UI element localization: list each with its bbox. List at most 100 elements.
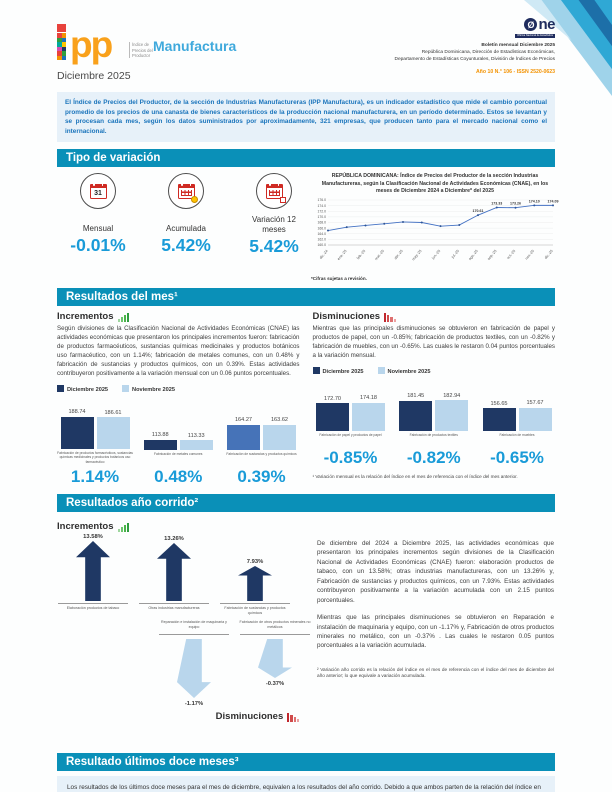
- doce-meses-paragraph: Los resultados de los últimos doce meses…: [57, 776, 555, 792]
- legend-swatch-dec: [57, 385, 64, 393]
- bar-group: 113.88 113.33 Fabricación de metales comun…: [140, 402, 216, 487]
- bar-value: 188.74: [68, 409, 86, 416]
- svg-text:ene.-25: ene.-25: [337, 249, 348, 261]
- calendar-icon: 31: [80, 173, 116, 210]
- issn-line: Año 10 N.° 106 - ISSN 2520-0623: [475, 69, 555, 76]
- bar-column: 188.74: [60, 409, 94, 450]
- incrementos-column: Incrementos Según divisiones de la Clasi…: [57, 311, 300, 487]
- disminuciones-title: Disminuciones: [313, 311, 556, 323]
- svg-text:abr.-25: abr.-25: [394, 249, 404, 260]
- decline-bars-icon: [287, 713, 299, 723]
- arrow-percent: -1.17%: [184, 701, 204, 708]
- legend-item-noviembre: Noviembre 2025: [377, 367, 430, 375]
- bar-group: 181.45 182.94 Fabricación de productos tex…: [396, 383, 472, 468]
- stat-label: Acumulada: [165, 224, 207, 234]
- bar-percent: 1.14%: [70, 467, 120, 487]
- bar-group: 164.27 163.62 Fabricación de sustancias y …: [224, 402, 300, 487]
- svg-text:dic.-25: dic.-25: [544, 249, 554, 260]
- down-arrow: [258, 639, 292, 679]
- stat-acumulada: Acumulada 5.42%: [149, 173, 223, 281]
- svg-text:176.0: 176.0: [318, 198, 327, 202]
- down-arrow-item: Reparación e instalación de maquinaria y…: [158, 620, 230, 707]
- bar-column: 113.33: [179, 433, 213, 451]
- incrementos-title: Incrementos: [57, 521, 305, 533]
- one-logo: Ø ne: [524, 16, 555, 33]
- bar-value: 186.61: [104, 409, 122, 416]
- incrementos-label: Incrementos: [57, 311, 114, 323]
- bar-column: 164.27: [227, 417, 260, 451]
- disminuciones-label: Disminuciones: [215, 711, 284, 723]
- svg-text:162.0: 162.0: [318, 238, 327, 242]
- index-line-chart: REPÚBLICA DOMINICANA: Índice de Precios …: [311, 173, 559, 281]
- bar-pair: 181.45 182.94: [399, 383, 469, 432]
- one-logo-text: ne: [538, 16, 555, 33]
- legend: Diciembre 2025 Noviembre 2025: [312, 367, 556, 375]
- footnote-1: ¹ Variación mensual es la relación del í…: [312, 474, 518, 480]
- bar-noviembre: [263, 424, 296, 451]
- bar-category-label: Fabricación de metales comunes: [154, 452, 203, 457]
- bar-pair: 113.88 113.33: [143, 402, 213, 451]
- svg-text:174.09: 174.09: [548, 200, 559, 204]
- svg-text:sep.-25: sep.-25: [487, 249, 498, 261]
- down-arrows-row: Reparación e instalación de maquinaria y…: [158, 620, 310, 707]
- incrementos-bar-chart: 188.74 186.61 Fabricación de productos far…: [57, 401, 300, 487]
- arrow-category-label: Elaboración productos de tabaco: [66, 606, 120, 611]
- bar-noviembre: [179, 440, 213, 451]
- calendar-edit-icon: [256, 173, 292, 210]
- bar-column: 181.45: [399, 393, 433, 432]
- ano-corrido-text: De diciembre del 2024 a Diciembre 2025, …: [317, 517, 554, 746]
- bar-percent: -0.82%: [406, 448, 461, 468]
- stat-label: Mensual: [82, 224, 114, 234]
- bar-percent: 0.48%: [154, 467, 203, 487]
- svg-text:ago.-25: ago.-25: [468, 249, 479, 261]
- up-arrow: [157, 543, 191, 602]
- legend: Diciembre 2025 Noviembre 2025: [57, 385, 300, 393]
- bar-group: 188.74 186.61 Fabricación de productos far…: [57, 401, 133, 487]
- ipp-logo-dot: [57, 24, 66, 32]
- ano-corrido-paragraph-1: De diciembre del 2024 a Diciembre 2025, …: [317, 540, 554, 604]
- arrow-percent: 13.58%: [83, 534, 103, 541]
- bar-noviembre: [518, 407, 552, 432]
- bar-pair: 156.65 157.67: [482, 383, 552, 432]
- baseline: [220, 603, 290, 605]
- stat-value: 5.42%: [249, 235, 299, 256]
- incrementos-title: Incrementos: [57, 311, 300, 323]
- stat-variacion-12-meses: Variación 12 meses 5.42%: [237, 173, 311, 281]
- svg-text:may.-25: may.-25: [411, 249, 422, 261]
- up-arrow-item: 13.26% Otras industrias manufactureras: [138, 536, 210, 618]
- bar-percent: -0.85%: [323, 448, 378, 468]
- baseline: [159, 634, 229, 636]
- arrow-category-label: Fabricación de sustancias y productos qu…: [224, 606, 286, 615]
- incrementos-text: Según divisiones de la Clasificación Nac…: [57, 325, 300, 378]
- svg-text:mar.-25: mar.-25: [374, 249, 385, 261]
- bar-column: 174.18: [352, 395, 385, 432]
- stat-label: Variación 12 meses: [252, 215, 296, 234]
- bulletin-info-line: Boletín mensual Diciembre 2025: [481, 42, 555, 48]
- arrow-category-label: Fabricación de otros productos minerales…: [239, 620, 311, 629]
- variation-stats: 31 Mensual -0.01% Acumulada 5.42%: [57, 173, 311, 281]
- baseline: [139, 603, 209, 605]
- bar-value: 163.62: [270, 417, 289, 424]
- bar-category-label: Fabricación de productos farmacéuticos, …: [57, 451, 133, 464]
- bar-percent: -0.65%: [490, 448, 544, 468]
- legend-item-diciembre: Diciembre 2025: [312, 367, 364, 375]
- bar-group: 172.70 174.18 Fabricación de papel y produ…: [313, 383, 389, 468]
- ano-corrido-diagram: Incrementos 13.58% Elaboración productos …: [57, 517, 310, 746]
- bar-value: 164.27: [234, 417, 253, 424]
- baseline: [240, 634, 310, 636]
- bar-column: 186.61: [96, 409, 130, 450]
- stat-mensual: 31 Mensual -0.01%: [61, 173, 135, 281]
- bar-diciembre: [316, 403, 349, 432]
- bar-category-label: Fabricación de papel y productos de pape…: [319, 433, 382, 438]
- ipp-logo: pp Índice de Precios del Productor: [57, 14, 277, 63]
- svg-text:jun.-25: jun.-25: [430, 249, 441, 261]
- disminuciones-bar-chart: 172.70 174.18 Fabricación de papel y produ…: [313, 383, 556, 468]
- bar-category-label: Fabricación de productos textiles: [409, 433, 458, 438]
- tipo-variacion-section: 31 Mensual -0.01% Acumulada 5.42%: [57, 173, 559, 281]
- arrow-category-label: Otras industrias manufactureras: [148, 606, 200, 611]
- svg-text:168.0: 168.0: [318, 221, 327, 225]
- bulletin-info-line: República Dominicana, Dirección de Estad…: [421, 49, 555, 55]
- bulletin-info: Boletín mensual Diciembre 2025 República…: [394, 42, 555, 64]
- up-arrow-item: 13.58% Elaboración productos de tabaco: [57, 534, 129, 618]
